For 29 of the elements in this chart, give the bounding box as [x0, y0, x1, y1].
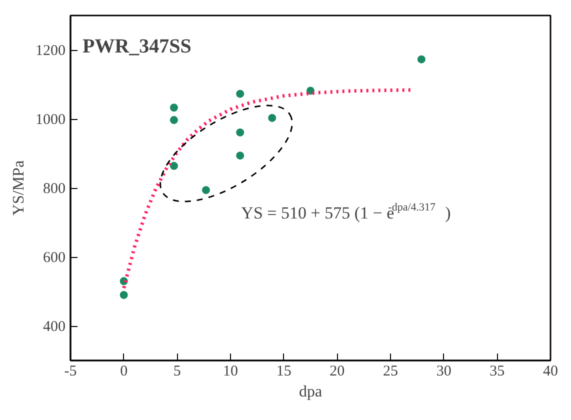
- y-axis-title: YS/MPa: [10, 160, 28, 216]
- y-tick-label: 400: [43, 319, 66, 335]
- point: [170, 162, 178, 170]
- x-tick-label: 0: [120, 364, 128, 380]
- x-tick-label: 30: [436, 364, 452, 380]
- x-axis-title: dpa: [298, 384, 322, 400]
- point: [120, 290, 128, 299]
- point: [417, 55, 426, 64]
- text: PWR_347SS: [82, 36, 192, 58]
- y-tick-label: 1000: [36, 112, 66, 128]
- point: [236, 128, 244, 136]
- x-tick-label: -5: [64, 364, 77, 380]
- x-tick-label: 10: [223, 364, 238, 380]
- point: [268, 114, 276, 122]
- x-tick-label: 15: [276, 364, 292, 380]
- x-tick-label: 35: [490, 364, 505, 380]
- point: [236, 152, 244, 160]
- x-tick-label: 40: [543, 364, 558, 380]
- point: [170, 104, 178, 112]
- x-tick-label: 5: [173, 364, 181, 380]
- x-tick-label: 25: [383, 364, 398, 380]
- point: [202, 186, 210, 194]
- point: [170, 116, 178, 124]
- point: [236, 90, 244, 98]
- y-tick-label: 1200: [36, 43, 66, 59]
- y-tick-label: 600: [43, 250, 66, 266]
- x-tick-label: 20: [330, 364, 345, 380]
- annotation: YS = 510 + 575 (1 − e-dpa/4.317): [241, 202, 451, 222]
- y-tick-label: 800: [43, 181, 66, 197]
